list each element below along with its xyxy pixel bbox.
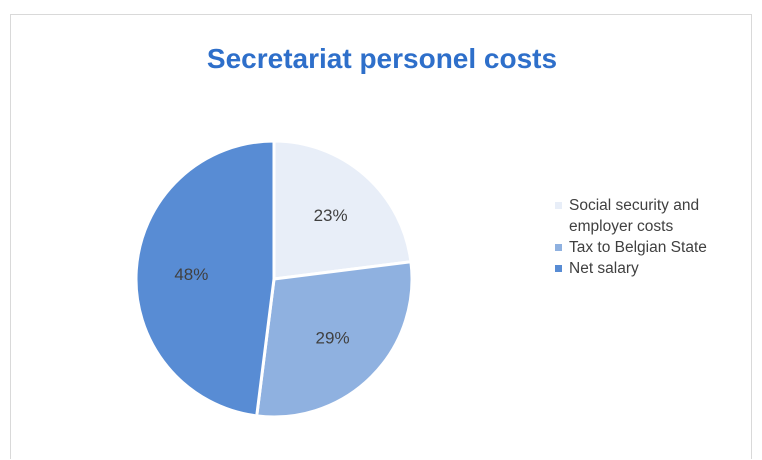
chart-title: Secretariat personel costs: [206, 43, 558, 74]
legend-label-1: Social security and employer costs: [569, 197, 700, 235]
data-label-3: 48%: [174, 265, 208, 284]
pie-slice-1: [272, 139, 413, 281]
legend-label-3: Net salary: [569, 260, 639, 277]
legend-entry-1: Social security and employer costs: [553, 195, 753, 237]
legend-label-2: Tax to Belgian State: [569, 239, 707, 256]
legend-entry-2: Tax to Belgian State: [553, 237, 753, 258]
chart-area: Secretariat personel costs 23% 29% 48% Soc…: [10, 14, 752, 459]
legend-swatch-1: [555, 202, 562, 209]
pie-slice-2: [255, 260, 414, 419]
legend-swatch-2: [555, 244, 562, 251]
data-label-1: 23%: [314, 206, 348, 225]
legend-entry-3: Net salary: [553, 258, 753, 279]
legend-swatch-3: [555, 265, 562, 272]
chart-legend: Social security and employer costs Tax to…: [553, 195, 753, 279]
pie-chart: 23% 29% 48%: [134, 139, 414, 419]
pie-slice-3: [134, 139, 276, 418]
data-label-2: 29%: [316, 329, 350, 348]
